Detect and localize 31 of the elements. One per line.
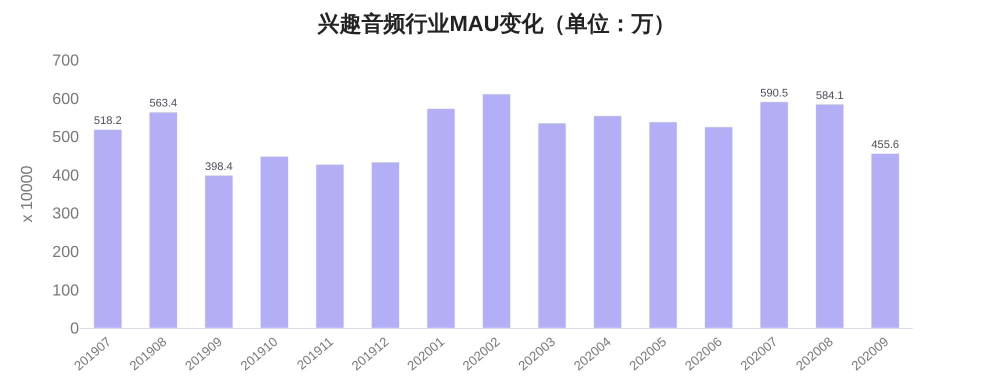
y-tick-label: 200 xyxy=(52,244,80,262)
chart-title: 兴趣音频行业MAU变化（单位：万） xyxy=(316,10,676,36)
data-label: 584.1 xyxy=(816,90,844,102)
data-label: 518.2 xyxy=(94,114,122,127)
bar xyxy=(593,116,622,328)
y-tick-label: 700 xyxy=(52,52,80,70)
bar xyxy=(426,108,456,328)
y-tick-label: 600 xyxy=(52,90,80,108)
bar xyxy=(204,175,233,328)
bar xyxy=(371,162,400,328)
bar xyxy=(648,122,678,328)
bar xyxy=(760,102,788,328)
bar xyxy=(538,122,566,328)
bar xyxy=(816,104,844,328)
bar xyxy=(704,126,733,328)
bar xyxy=(482,94,511,328)
data-label: 563.4 xyxy=(149,98,178,110)
y-tick-label: 500 xyxy=(52,129,80,146)
bar xyxy=(94,129,122,328)
data-label: 455.6 xyxy=(871,138,900,151)
y-tick-label: 400 xyxy=(52,167,80,184)
bar xyxy=(316,164,344,328)
y-tick-label: 100 xyxy=(52,282,80,300)
data-label: 398.4 xyxy=(204,160,233,173)
bar xyxy=(149,112,178,328)
bar xyxy=(260,156,288,328)
data-label: 590.5 xyxy=(760,87,788,100)
y-tick-label: 0 xyxy=(70,320,80,338)
y-axis-title: x 10000 xyxy=(19,165,36,222)
y-tick-label: 300 xyxy=(52,206,80,223)
bar xyxy=(871,153,900,328)
